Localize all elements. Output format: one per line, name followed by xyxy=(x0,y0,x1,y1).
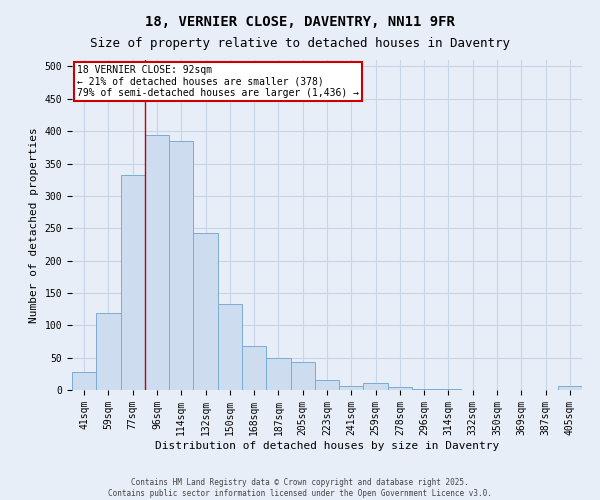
Y-axis label: Number of detached properties: Number of detached properties xyxy=(29,127,39,323)
Bar xyxy=(169,141,193,390)
Bar xyxy=(121,174,145,390)
Bar xyxy=(193,233,218,390)
Bar xyxy=(339,386,364,390)
Bar xyxy=(388,387,412,390)
Bar xyxy=(218,304,242,390)
Bar xyxy=(266,358,290,390)
Text: Size of property relative to detached houses in Daventry: Size of property relative to detached ho… xyxy=(90,38,510,51)
Bar xyxy=(145,135,169,390)
Bar xyxy=(242,346,266,390)
Bar xyxy=(558,386,582,390)
Bar xyxy=(290,362,315,390)
Text: Contains HM Land Registry data © Crown copyright and database right 2025.
Contai: Contains HM Land Registry data © Crown c… xyxy=(108,478,492,498)
Bar xyxy=(72,372,96,390)
Bar xyxy=(315,380,339,390)
Text: 18 VERNIER CLOSE: 92sqm
← 21% of detached houses are smaller (378)
79% of semi-d: 18 VERNIER CLOSE: 92sqm ← 21% of detache… xyxy=(77,65,359,98)
X-axis label: Distribution of detached houses by size in Daventry: Distribution of detached houses by size … xyxy=(155,440,499,450)
Text: 18, VERNIER CLOSE, DAVENTRY, NN11 9FR: 18, VERNIER CLOSE, DAVENTRY, NN11 9FR xyxy=(145,15,455,29)
Bar xyxy=(364,383,388,390)
Bar xyxy=(96,313,121,390)
